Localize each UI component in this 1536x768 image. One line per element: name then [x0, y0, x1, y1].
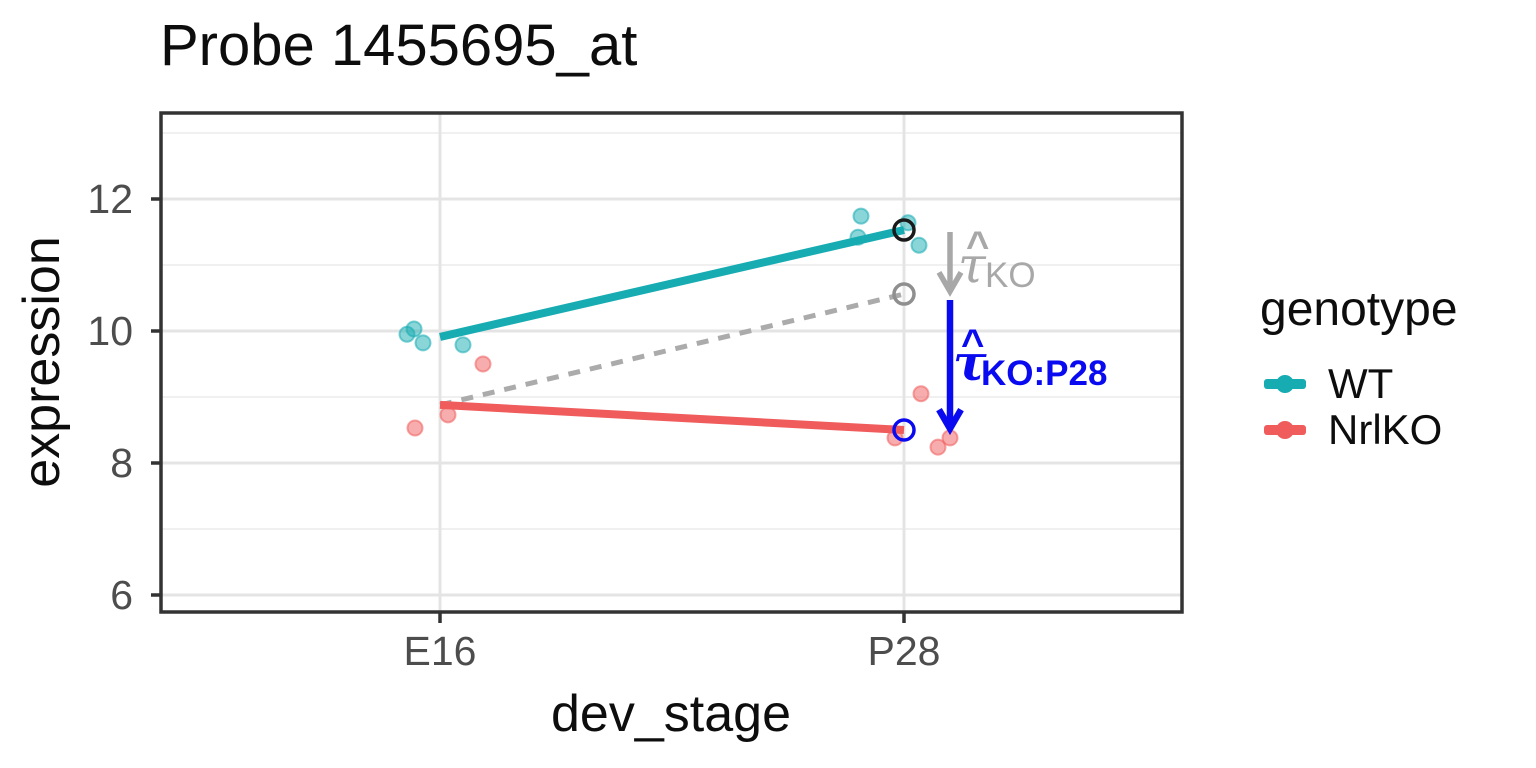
x-axis-title: dev_stage [551, 685, 791, 743]
legend: genotype WT NrlKO [1258, 282, 1458, 453]
data-point-wt [454, 336, 472, 354]
data-point-nrlko [912, 385, 930, 403]
x-tick-label: P28 [868, 628, 941, 674]
dashed-reference-line [439, 291, 905, 408]
open-marker [892, 218, 916, 242]
legend-item-wt: WT [1258, 360, 1458, 407]
data-point-wt [910, 236, 928, 254]
fitted-line-nrlko [439, 400, 905, 434]
data-point-nrlko [406, 419, 424, 437]
tau-hat: ^ [966, 224, 990, 268]
annotation-tau-ko: ^ τ KO [956, 224, 1116, 296]
arrow-head [936, 408, 964, 436]
annotation-tau-ko-p28: ^ τ KO:P28 [950, 322, 1110, 394]
data-point-wt [414, 334, 432, 352]
panel-border [159, 111, 1184, 614]
open-marker [892, 418, 916, 442]
legend-title: genotype [1260, 283, 1458, 336]
wt-line-dot-icon [1264, 363, 1306, 405]
legend-label-wt: WT [1328, 360, 1394, 407]
x-tick-label: E16 [404, 628, 477, 674]
tau-hat: ^ [961, 322, 985, 366]
data-point-wt [852, 207, 870, 225]
y-axis-title: expression [13, 236, 71, 488]
legend-label-nrlko: NrlKO [1328, 406, 1443, 453]
legend-item-nrlko: NrlKO [1258, 406, 1458, 453]
nrlko-line-dot-icon [1264, 409, 1306, 451]
y-tick-label: 8 [110, 440, 133, 486]
data-point-nrlko [474, 355, 492, 373]
data-point-wt [405, 320, 423, 338]
arrow-head [936, 271, 964, 297]
tau-symbol: τ [953, 333, 987, 392]
tau-symbol: τ [958, 236, 986, 294]
open-marker [892, 282, 916, 306]
tau-subscript: KO [985, 256, 1036, 295]
y-tick-label: 10 [87, 308, 133, 354]
y-tick-label: 6 [110, 572, 133, 618]
data-point-nrlko [929, 438, 947, 456]
y-tick-label: 12 [87, 176, 133, 222]
fitted-line-wt [439, 226, 905, 341]
tau-subscript: KO:P28 [981, 354, 1108, 393]
plot-title: Probe 1455695_at [160, 13, 638, 78]
